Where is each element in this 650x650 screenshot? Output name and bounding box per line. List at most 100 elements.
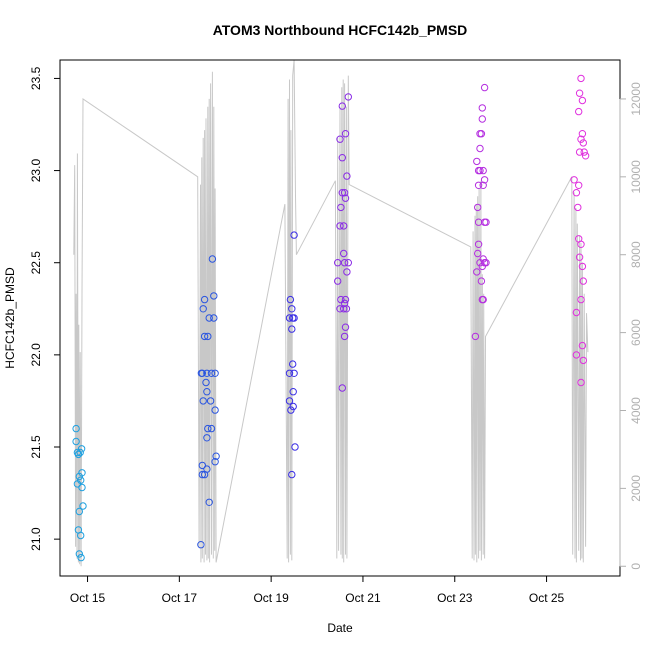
data-point-group-4: [338, 102, 346, 110]
data-point-group-6: [581, 152, 590, 160]
data-point-group-5: [471, 332, 480, 341]
secondary-series-line: [73, 59, 589, 567]
data-point-group-3: [286, 295, 295, 304]
data-point-group-2: [208, 255, 217, 263]
data-point-group-6: [579, 356, 587, 365]
data-point-group-2: [205, 314, 213, 322]
data-point-group-5: [482, 259, 490, 267]
data-point-group-5: [480, 83, 489, 92]
data-point-group-6: [572, 308, 581, 317]
data-point-group-5: [482, 218, 490, 226]
data-point-group-2: [211, 458, 219, 466]
data-point-group-2: [207, 424, 216, 433]
data-point-group-3: [290, 314, 298, 322]
y2-tick-label: 12000: [629, 82, 643, 116]
points-layer: [72, 74, 590, 562]
data-point-group-3: [289, 402, 297, 411]
data-point-group-6: [575, 107, 583, 116]
data-point-group-2: [203, 388, 211, 396]
data-point-group-4: [338, 384, 346, 392]
data-point-group-6: [577, 74, 585, 83]
y2-tick-label: 6000: [629, 319, 643, 346]
data-point-group-3: [285, 314, 294, 322]
x-tick-label: Oct 25: [529, 591, 565, 605]
data-point-group-4: [343, 268, 351, 276]
data-point-group-5: [476, 144, 484, 153]
chart-title: ATOM3 Northbound HCFC142b_PMSD: [213, 22, 468, 38]
data-point-group-4: [341, 323, 350, 331]
x-tick-label: Oct 21: [345, 591, 381, 605]
data-point-group-4: [338, 154, 346, 162]
data-point-group-4: [334, 277, 342, 285]
data-point-group-1: [78, 469, 86, 477]
data-point-group-2: [197, 541, 205, 549]
data-point-group-6: [575, 148, 584, 156]
data-point-group-3: [290, 231, 298, 239]
data-point-group-4: [337, 295, 345, 304]
x-tick-label: Oct 15: [70, 591, 106, 605]
data-point-group-5: [474, 181, 483, 190]
data-point-group-1: [76, 448, 84, 457]
data-point-group-2: [198, 461, 207, 470]
y2-tick-label: 10000: [629, 160, 643, 194]
data-point-group-6: [578, 262, 587, 271]
data-point-group-2: [204, 424, 212, 433]
data-point-group-5: [473, 157, 481, 166]
data-point-group-4: [340, 259, 349, 267]
data-point-group-4: [340, 332, 349, 341]
data-point-group-5: [474, 166, 483, 175]
y-tick-label: 21.0: [29, 527, 43, 551]
y-axis-label: HCFC142b_PMSD: [3, 267, 17, 369]
data-point-group-6: [579, 139, 587, 147]
y2-tick-label: 4000: [629, 397, 643, 424]
data-point-group-6: [577, 135, 585, 143]
data-point-group-6: [580, 148, 588, 156]
data-point-group-2: [207, 369, 216, 377]
data-point-group-3: [291, 443, 299, 451]
data-point-group-4: [340, 222, 348, 230]
data-point-group-5: [474, 249, 482, 258]
data-point-group-4: [340, 249, 348, 258]
data-point-group-4: [340, 305, 348, 313]
data-point-group-6: [578, 341, 587, 350]
axes-layer: Oct 15 Oct 17 Oct 19 Oct 21 Oct 23 Oct 25 21.0…: [29, 66, 643, 605]
data-point-group-4: [338, 189, 346, 197]
data-point-group-3: [289, 360, 297, 368]
data-point-group-2: [199, 305, 207, 313]
data-point-group-2: [211, 369, 219, 377]
data-point-group-2: [203, 434, 211, 442]
data-point-group-6: [579, 277, 587, 285]
data-point-group-6: [577, 378, 585, 387]
data-point-group-3: [289, 388, 297, 396]
data-point-group-1: [77, 445, 86, 453]
data-point-group-4: [341, 295, 350, 304]
data-point-group-2: [205, 498, 213, 506]
data-point-group-2: [198, 470, 207, 479]
data-point-group-4: [344, 93, 352, 101]
data-point-group-6: [575, 181, 583, 190]
data-point-group-6: [574, 203, 582, 212]
data-point-group-2: [200, 332, 209, 341]
data-point-group-1: [77, 476, 85, 484]
data-point-group-2: [204, 332, 212, 341]
data-point-group-1: [72, 437, 80, 446]
y2-tick-label: 8000: [629, 241, 643, 268]
data-point-group-1: [77, 531, 85, 540]
x-tick-label: Oct 23: [437, 591, 473, 605]
data-point-group-1: [79, 502, 87, 510]
data-point-group-4: [336, 222, 344, 230]
data-point-group-4: [336, 135, 344, 143]
data-point-group-2: [203, 369, 211, 377]
data-point-group-5: [476, 130, 484, 138]
x-tick-label: Oct 19: [253, 591, 289, 605]
data-point-group-2: [202, 378, 210, 387]
data-point-group-3: [290, 369, 298, 377]
data-point-group-2: [200, 295, 209, 304]
y2-tick-label: 2000: [629, 475, 643, 502]
x-tick-label: Oct 17: [162, 591, 198, 605]
data-point-group-4: [337, 203, 345, 212]
x-axis-label: Date: [327, 621, 353, 635]
data-point-group-5: [478, 115, 486, 123]
data-point-group-2: [203, 465, 211, 473]
